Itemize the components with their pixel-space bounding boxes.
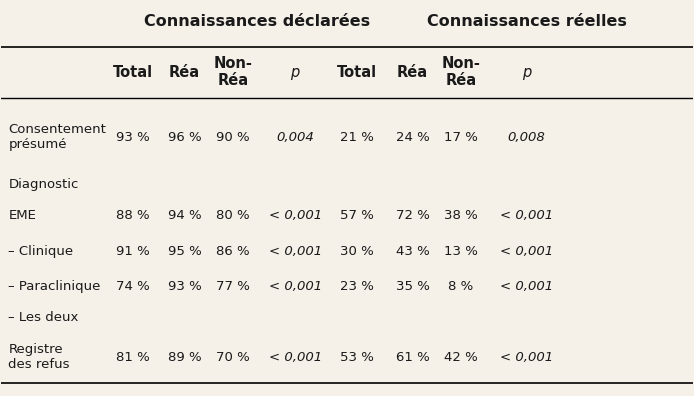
Text: Réa: Réa (397, 65, 428, 80)
Text: 35 %: 35 % (396, 280, 430, 293)
Text: Total: Total (337, 65, 378, 80)
Text: 86 %: 86 % (216, 245, 250, 257)
Text: 93 %: 93 % (116, 131, 150, 144)
Text: p: p (522, 65, 532, 80)
Text: 91 %: 91 % (116, 245, 150, 257)
Text: 24 %: 24 % (396, 131, 430, 144)
Text: < 0,001: < 0,001 (269, 280, 322, 293)
Text: EME: EME (8, 209, 36, 222)
Text: 74 %: 74 % (116, 280, 150, 293)
Text: 21 %: 21 % (341, 131, 374, 144)
Text: 94 %: 94 % (168, 209, 201, 222)
Text: 38 %: 38 % (444, 209, 478, 222)
Text: Diagnostic: Diagnostic (8, 178, 78, 191)
Text: 95 %: 95 % (168, 245, 201, 257)
Text: p: p (291, 65, 300, 80)
Text: < 0,001: < 0,001 (269, 351, 322, 364)
Text: 57 %: 57 % (341, 209, 374, 222)
Text: 0,004: 0,004 (276, 131, 314, 144)
Text: 8 %: 8 % (448, 280, 474, 293)
Text: 88 %: 88 % (116, 209, 149, 222)
Text: Non-
Réa: Non- Réa (441, 56, 480, 88)
Text: 23 %: 23 % (341, 280, 374, 293)
Text: 17 %: 17 % (444, 131, 478, 144)
Text: < 0,001: < 0,001 (269, 209, 322, 222)
Text: 77 %: 77 % (216, 280, 250, 293)
Text: Total: Total (112, 65, 153, 80)
Text: 89 %: 89 % (168, 351, 201, 364)
Text: Non-
Réa: Non- Réa (214, 56, 253, 88)
Text: 81 %: 81 % (116, 351, 150, 364)
Text: Connaissances déclarées: Connaissances déclarées (144, 13, 370, 29)
Text: 61 %: 61 % (396, 351, 430, 364)
Text: 93 %: 93 % (168, 280, 201, 293)
Text: 90 %: 90 % (216, 131, 250, 144)
Text: < 0,001: < 0,001 (500, 280, 553, 293)
Text: 30 %: 30 % (341, 245, 374, 257)
Text: 80 %: 80 % (216, 209, 250, 222)
Text: Connaissances réelles: Connaissances réelles (427, 13, 627, 29)
Text: – Les deux: – Les deux (8, 311, 78, 324)
Text: Registre
des refus: Registre des refus (8, 343, 70, 371)
Text: – Paraclinique: – Paraclinique (8, 280, 101, 293)
Text: 53 %: 53 % (341, 351, 374, 364)
Text: Consentement
présumé: Consentement présumé (8, 123, 106, 151)
Text: 70 %: 70 % (216, 351, 250, 364)
Text: – Clinique: – Clinique (8, 245, 74, 257)
Text: 0,008: 0,008 (508, 131, 545, 144)
Text: < 0,001: < 0,001 (269, 245, 322, 257)
Text: 96 %: 96 % (168, 131, 201, 144)
Text: 72 %: 72 % (396, 209, 430, 222)
Text: 43 %: 43 % (396, 245, 430, 257)
Text: Réa: Réa (169, 65, 200, 80)
Text: 13 %: 13 % (444, 245, 478, 257)
Text: 42 %: 42 % (444, 351, 478, 364)
Text: < 0,001: < 0,001 (500, 351, 553, 364)
Text: < 0,001: < 0,001 (500, 209, 553, 222)
Text: < 0,001: < 0,001 (500, 245, 553, 257)
